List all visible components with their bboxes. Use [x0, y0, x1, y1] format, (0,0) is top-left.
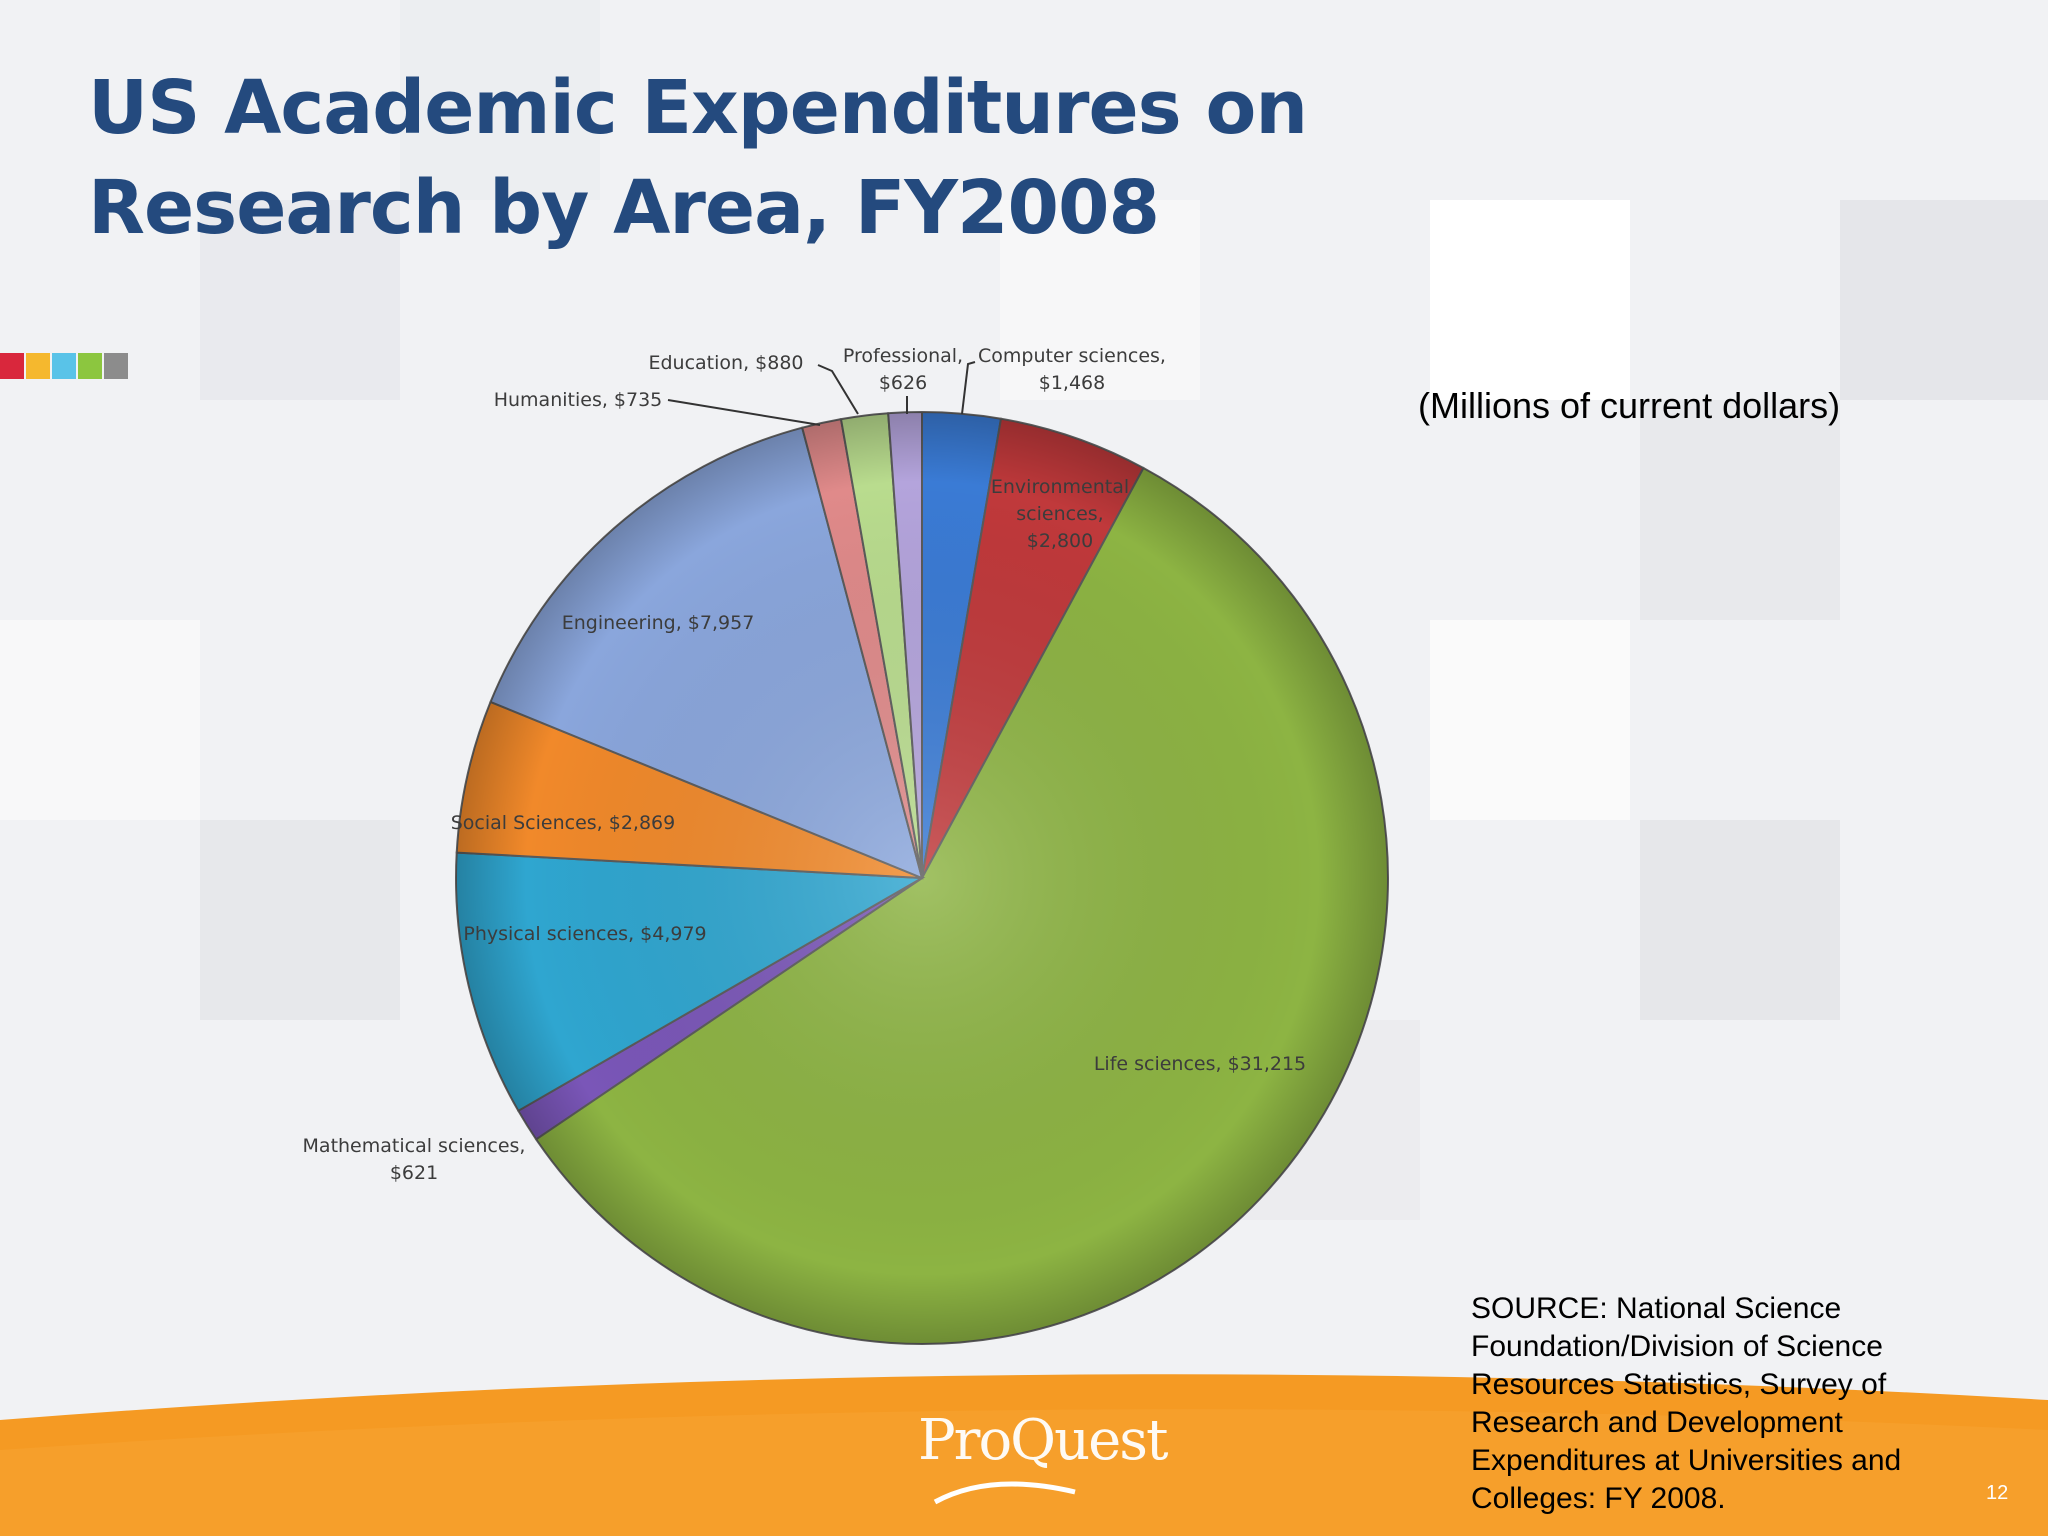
- slice-label: Mathematical sciences, $621: [303, 1135, 526, 1184]
- accent-swatch: [104, 353, 128, 379]
- slice-label: Humanities, $735: [494, 389, 663, 411]
- accent-swatch: [52, 353, 76, 379]
- logo-swoosh-icon: [933, 1481, 1076, 1505]
- source-note: SOURCE: National Science Foundation/Divi…: [1471, 1292, 1902, 1515]
- slice-label: Environmental sciences, $2,800: [991, 476, 1129, 552]
- slice-label: Engineering, $7,957: [562, 612, 755, 634]
- slice-label: Life sciences, $31,215: [1094, 1053, 1306, 1075]
- leader-line: [961, 361, 976, 415]
- chart-unit-note: (Millions of current dollars): [1418, 385, 1841, 426]
- slide-title: US Academic Expenditures on Research by …: [88, 65, 1308, 251]
- slice-label: Professional, $626: [843, 345, 963, 394]
- slice-label: Physical sciences, $4,979: [463, 923, 706, 945]
- leader-line: [817, 364, 859, 415]
- proquest-logo: ProQuest: [918, 1408, 1169, 1473]
- accent-swatch: [0, 353, 24, 379]
- slice-label: Education, $880: [648, 352, 803, 374]
- accent-swatch: [26, 353, 50, 379]
- accent-swatch: [78, 353, 102, 379]
- page-number: 12: [1986, 1482, 2009, 1504]
- slice-label: Social Sciences, $2,869: [451, 812, 675, 834]
- slice-label: Computer sciences, $1,468: [978, 345, 1166, 394]
- accent-color-bar: [0, 353, 130, 379]
- leader-line: [667, 399, 821, 426]
